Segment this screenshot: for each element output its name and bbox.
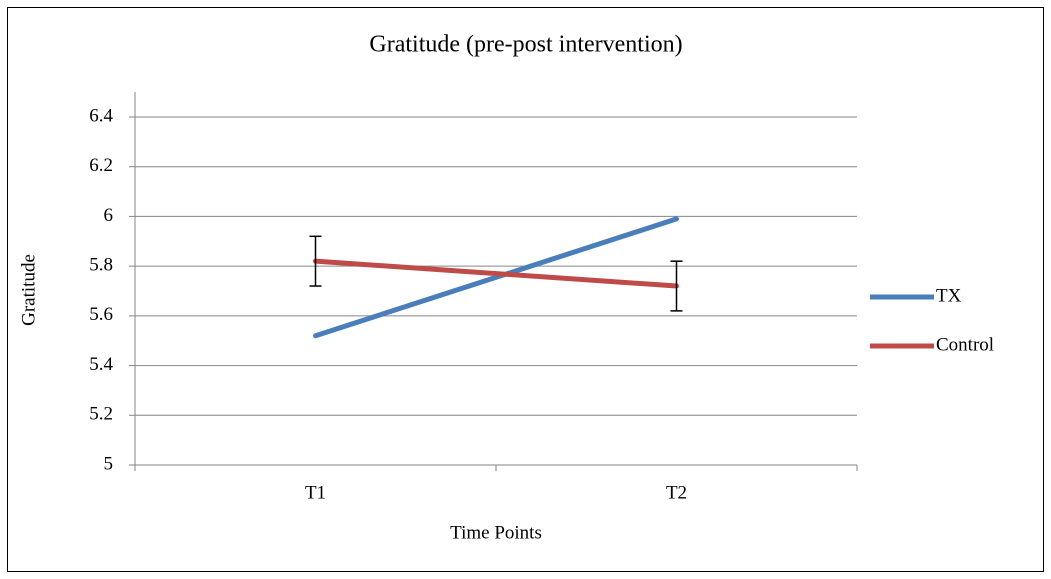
y-axis-label: Gratitude (18, 254, 39, 326)
y-tick-label: 5 (104, 453, 114, 474)
y-tick-label: 5.4 (89, 354, 113, 375)
x-tick-label: T1 (305, 482, 326, 503)
x-axis-label: Time Points (450, 522, 542, 543)
y-tick-label: 6.4 (89, 105, 113, 126)
error-bar (670, 260, 683, 312)
chart-frame (7, 7, 1044, 572)
series-line (313, 216, 679, 339)
y-tick-label: 6 (104, 205, 114, 226)
y-tick-label: 5.8 (89, 255, 113, 276)
legend-label: TX (936, 285, 962, 306)
legend-label: Control (936, 334, 994, 355)
y-tick-label: 6.2 (89, 155, 113, 176)
y-tick-label: 5.6 (89, 304, 113, 325)
series-line (313, 258, 679, 289)
y-tick-label: 5.2 (89, 404, 113, 425)
error-bar (309, 235, 322, 287)
chart-title: Gratitude (pre-post intervention) (369, 32, 682, 58)
x-tick-label: T2 (666, 482, 687, 503)
